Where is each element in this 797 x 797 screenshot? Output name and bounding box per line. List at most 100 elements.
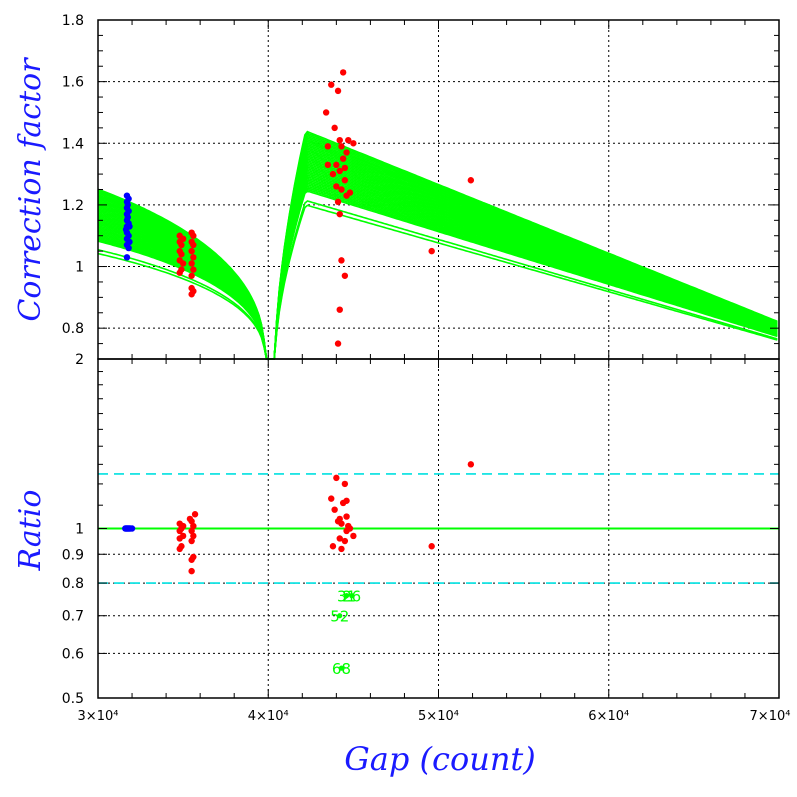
blue-point	[126, 238, 133, 246]
top-y-tick-label: 1.2	[62, 198, 84, 214]
bottom-y-tick-label: 0.9	[62, 547, 84, 563]
red-point	[179, 532, 187, 540]
red-point	[188, 272, 195, 279]
red-point	[178, 241, 185, 249]
top-y-tick-label: 1.8	[62, 13, 84, 29]
bottom-y-tick-label: 0.5	[62, 691, 84, 707]
red-point	[188, 247, 195, 255]
bottom-y-axis-label: Ratio	[13, 490, 48, 572]
red-point	[428, 247, 435, 255]
red-point	[190, 522, 197, 530]
bottom-y-tick-label: 0.6	[62, 646, 84, 662]
green-point	[337, 613, 343, 619]
top-y-axis-label: Correction factor	[13, 57, 48, 322]
red-point	[179, 260, 187, 267]
red-point	[341, 537, 349, 545]
red-point	[345, 136, 352, 144]
blue-point	[126, 525, 133, 532]
red-point	[324, 161, 332, 169]
blue-point	[125, 195, 132, 202]
red-point	[346, 189, 354, 196]
green-point	[343, 593, 350, 599]
red-point	[343, 149, 350, 156]
red-point	[178, 543, 185, 550]
red-point	[467, 461, 475, 468]
x-tick-label: 4×10⁴	[248, 709, 289, 724]
model-curve	[97, 204, 778, 360]
red-point	[336, 515, 343, 523]
red-point	[328, 495, 335, 502]
red-point	[331, 506, 338, 513]
red-point	[339, 155, 347, 162]
red-point	[336, 210, 343, 218]
red-point	[190, 288, 197, 295]
red-point	[334, 340, 342, 347]
bottom-y-tick-label: 2	[75, 352, 84, 368]
blue-point	[125, 207, 132, 215]
outlier-label: 68	[332, 660, 351, 678]
top-panel-plot	[97, 69, 778, 360]
red-point	[190, 241, 197, 249]
red-point	[333, 161, 340, 169]
red-point	[334, 87, 342, 95]
blue-point	[126, 223, 133, 230]
x-axis-label: Gap (count)	[344, 740, 536, 778]
red-point	[338, 186, 345, 193]
red-point	[334, 198, 342, 206]
red-point	[350, 532, 357, 540]
red-point	[338, 143, 345, 150]
blue-point	[125, 244, 132, 252]
outlier-label: 26	[342, 588, 361, 606]
red-point	[329, 543, 337, 550]
red-point	[331, 124, 338, 132]
red-point	[324, 143, 332, 150]
red-point	[333, 474, 340, 482]
bottom-y-tick-label: 0.7	[62, 609, 84, 625]
red-point	[343, 497, 350, 504]
red-point	[343, 513, 350, 520]
red-point	[178, 266, 185, 273]
red-point	[338, 545, 345, 553]
red-point	[339, 69, 347, 76]
red-point	[341, 164, 349, 172]
green-point	[338, 665, 345, 671]
x-tick-label: 6×10⁴	[588, 709, 629, 724]
red-point	[333, 183, 340, 190]
red-point	[341, 480, 349, 488]
red-point	[336, 167, 343, 175]
red-point	[467, 177, 475, 184]
red-point	[346, 525, 354, 532]
bottom-y-tick-label: 0.8	[62, 576, 84, 592]
blue-point	[125, 232, 132, 239]
axis-ticks: 3×10⁴ 4×10⁴ 5×10⁴ 6×10⁴ 7×10⁴ 0.8 1 1.2 1.4 1.6 1.…	[62, 13, 791, 724]
red-point	[190, 266, 197, 273]
green-point	[349, 593, 355, 599]
red-point	[191, 511, 199, 518]
red-point	[179, 235, 187, 243]
top-y-tick-label: 1	[75, 260, 84, 276]
red-point	[178, 251, 185, 258]
x-tick-label: 7×10⁴	[750, 709, 791, 724]
red-point	[329, 170, 337, 178]
red-point	[190, 232, 197, 239]
red-point	[350, 140, 357, 147]
red-point	[336, 535, 343, 542]
blue-point	[123, 254, 131, 261]
blue-point	[124, 214, 131, 221]
red-point	[322, 109, 330, 116]
red-point	[179, 522, 187, 530]
red-point	[336, 136, 343, 144]
red-point	[341, 177, 349, 184]
red-point	[188, 567, 195, 575]
outlier-label: 52	[330, 608, 349, 626]
red-point	[188, 527, 195, 535]
blue-point	[124, 201, 131, 209]
x-tick-label: 5×10⁴	[418, 709, 459, 724]
red-point	[188, 260, 195, 267]
red-point	[190, 532, 197, 540]
top-y-tick-label: 1.6	[62, 75, 84, 91]
bottom-y-tick-label: 1	[75, 522, 84, 538]
red-point	[188, 537, 195, 545]
